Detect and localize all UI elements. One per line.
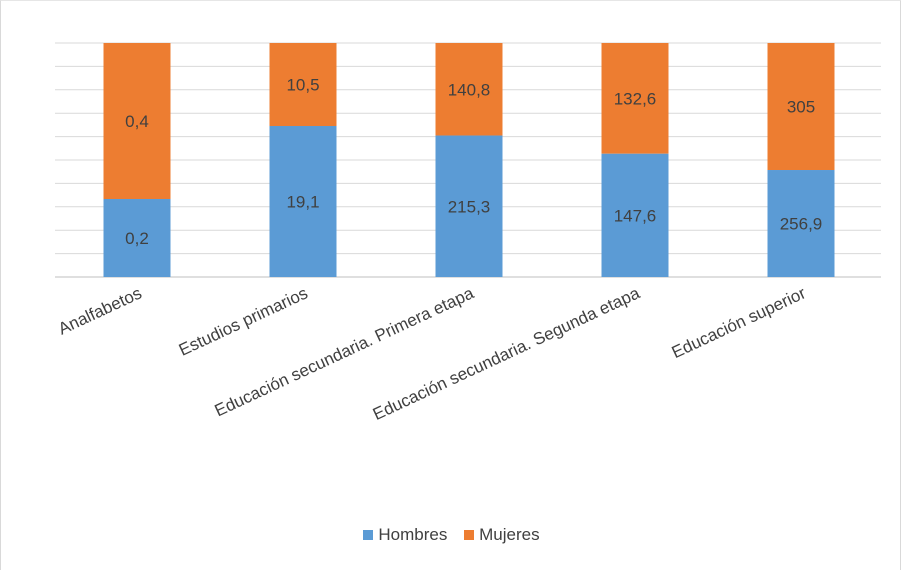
bar-mujeres bbox=[269, 43, 337, 127]
data-label-hombres: 19,1 bbox=[286, 193, 319, 212]
category-label: Estudios primarios bbox=[176, 283, 311, 359]
data-labels: 0,2 0,4 19,1 10,5 215,3 140,8 147,6 132,6 256,9 3… bbox=[125, 76, 822, 248]
bar-mujeres bbox=[601, 43, 669, 154]
legend-item-hombres: Hombres bbox=[363, 525, 447, 545]
data-label-hombres: 0,2 bbox=[125, 229, 149, 248]
bar-hombres bbox=[767, 170, 835, 277]
bar-mujeres bbox=[767, 43, 835, 171]
legend-label-hombres: Hombres bbox=[378, 525, 448, 544]
bar-mujeres bbox=[435, 43, 503, 136]
data-label-mujeres: 140,8 bbox=[448, 80, 491, 99]
data-label-mujeres: 10,5 bbox=[286, 76, 319, 95]
category-label: Educación secundaria. Primera etapa bbox=[212, 283, 477, 420]
legend-swatch-hombres bbox=[363, 530, 374, 540]
category-label: Educación superior bbox=[669, 283, 809, 362]
bar-hombres bbox=[601, 153, 669, 277]
bar-mujeres bbox=[103, 43, 171, 199]
legend-label-mujeres: Mujeres bbox=[479, 525, 540, 544]
bar-hombres bbox=[103, 199, 171, 277]
category-label: Educación secundaria. Segunda etapa bbox=[370, 283, 643, 424]
bar-hombres bbox=[435, 135, 503, 277]
legend-item-mujeres: Mujeres bbox=[464, 525, 540, 545]
bars bbox=[103, 43, 835, 277]
data-label-hombres: 215,3 bbox=[448, 197, 491, 216]
data-label-hombres: 147,6 bbox=[614, 206, 657, 225]
legend: Hombres Mujeres bbox=[1, 525, 901, 545]
data-label-mujeres: 0,4 bbox=[125, 112, 149, 131]
data-label-mujeres: 305 bbox=[787, 98, 815, 117]
bar-hombres bbox=[269, 126, 337, 277]
data-label-mujeres: 132,6 bbox=[614, 89, 657, 108]
legend-swatch-mujeres bbox=[464, 530, 475, 540]
data-label-hombres: 256,9 bbox=[780, 215, 823, 234]
category-label: Analfabetos bbox=[55, 283, 144, 338]
